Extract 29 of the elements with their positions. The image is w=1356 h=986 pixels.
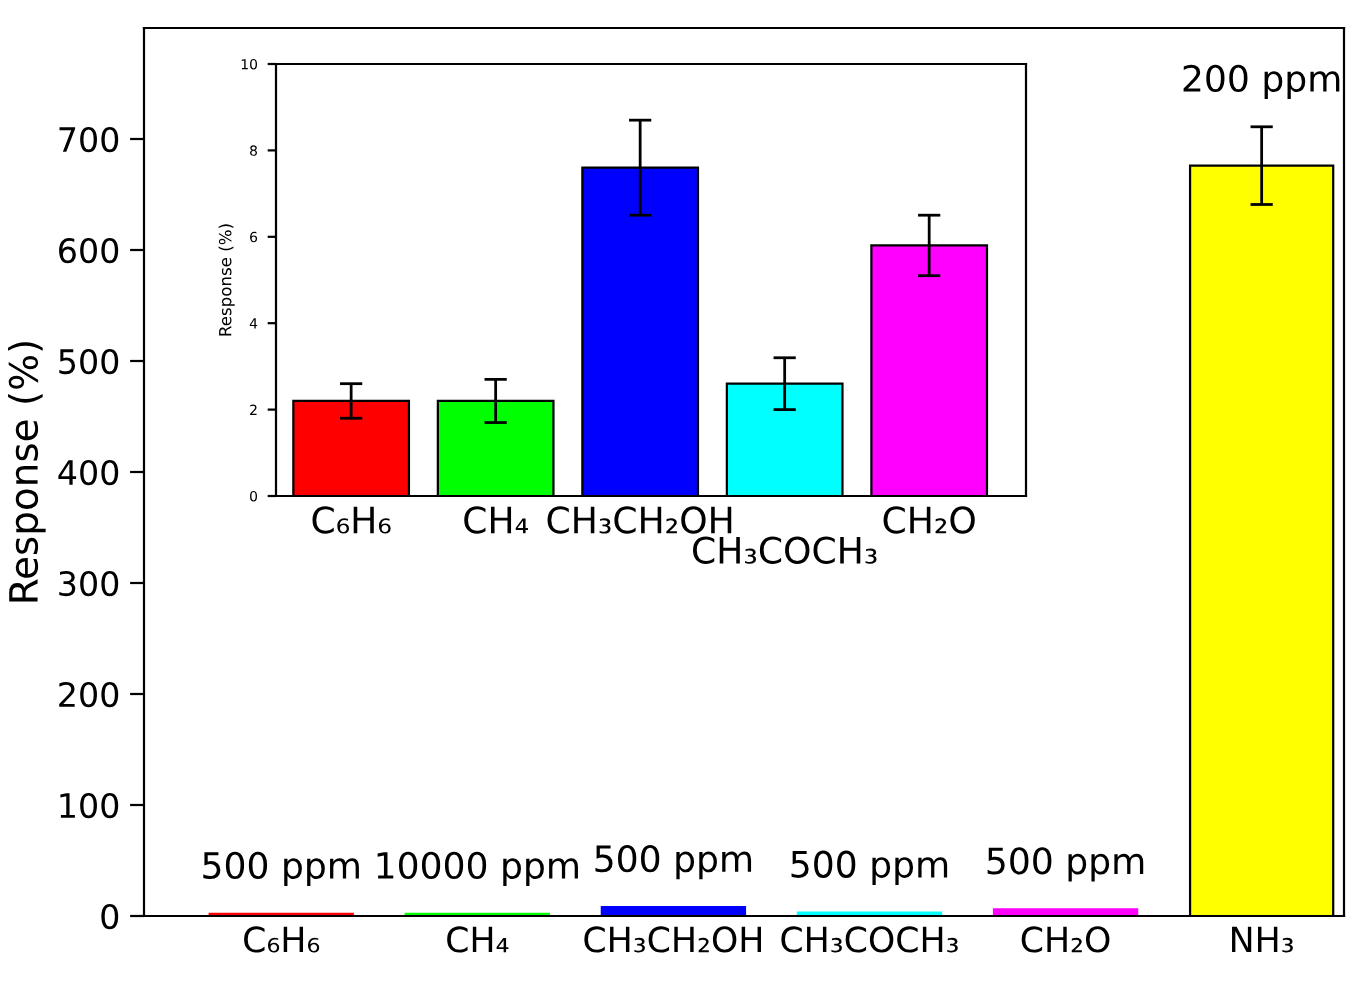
bar <box>600 906 747 916</box>
y-tick-label: 500 <box>59 348 119 375</box>
x-tick-label: NH₃ <box>1232 926 1293 953</box>
y-tick-label: 400 <box>58 459 119 486</box>
y-axis-title: Response (%) <box>8 342 46 602</box>
bar <box>992 908 1139 916</box>
y-tick-label: 200 <box>59 681 119 708</box>
y-tick-label: 600 <box>59 237 119 264</box>
annotation: 500 ppm <box>595 845 752 880</box>
x-tick-label: CH₂O <box>1021 926 1110 953</box>
y-tick-label: 700 <box>59 126 119 153</box>
y-tick-label: 0 <box>101 903 119 930</box>
x-tick-label: CH₄ <box>447 926 509 953</box>
x-tick-label: CH₃CH₂OH <box>547 506 732 534</box>
x-tick-label: C₆H₆ <box>244 926 320 953</box>
x-tick-label: CH₂O <box>883 506 975 534</box>
annotation: 200 ppm <box>1183 64 1340 100</box>
y-axis-title: Response (%) <box>218 224 235 336</box>
x-tick-label: C₆H₆ <box>312 506 391 534</box>
y-tick-label: 300 <box>59 570 119 597</box>
annotation: 500 ppm <box>203 851 359 886</box>
x-tick-label: CH₃COCH₃ <box>781 926 958 953</box>
y-tick-label: 100 <box>60 792 119 819</box>
x-tick-label: CH₃CH₂OH <box>584 926 761 953</box>
annotation: 500 ppm <box>987 847 1144 882</box>
x-tick-label: CH₄ <box>464 506 528 534</box>
annotation: 500 ppm <box>791 850 948 885</box>
annotation: 10000 ppm <box>377 851 578 886</box>
x-tick-label: CH₃COCH₃ <box>693 536 877 564</box>
